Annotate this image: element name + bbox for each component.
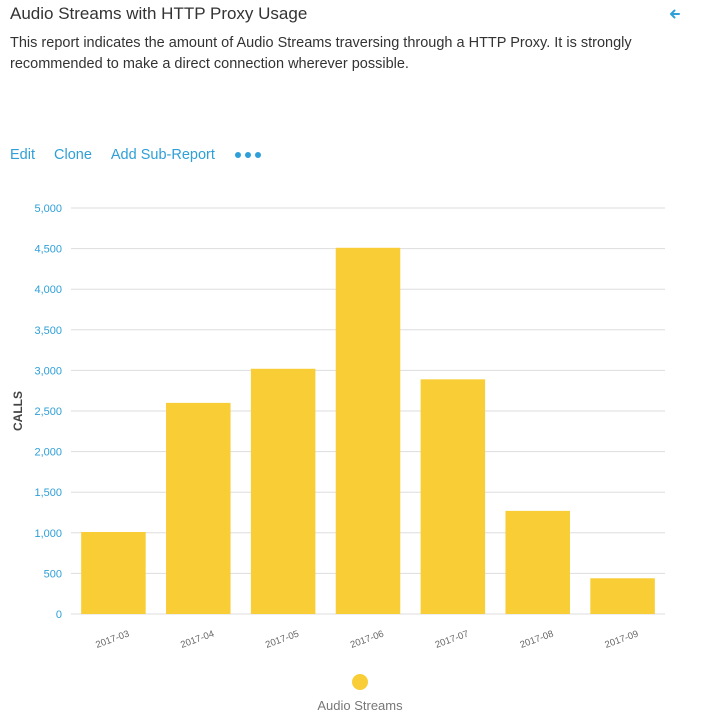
y-axis-label: CALLS — [11, 391, 25, 431]
y-tick-label: 2,000 — [34, 447, 62, 459]
bar — [335, 247, 401, 614]
legend-marker — [352, 674, 368, 690]
y-tick-label: 4,000 — [34, 284, 62, 296]
arrow-left-icon[interactable] — [668, 6, 682, 22]
y-tick-label: 4,500 — [34, 244, 62, 256]
x-tick-label: 2017-04 — [179, 629, 216, 651]
bar — [166, 402, 231, 614]
y-tick-label: 5,000 — [34, 203, 62, 215]
y-tick-label: 500 — [44, 568, 62, 580]
clone-button[interactable]: Clone — [54, 147, 92, 163]
y-tick-label: 0 — [56, 609, 62, 621]
bar — [590, 578, 655, 614]
legend-label: Audio Streams — [317, 698, 403, 713]
x-tick-label: 2017-08 — [519, 629, 556, 651]
more-dots-icon[interactable] — [234, 148, 261, 162]
bar — [420, 379, 486, 614]
x-tick-label: 2017-09 — [603, 629, 640, 651]
bar — [81, 531, 146, 614]
x-tick-label: 2017-03 — [94, 629, 131, 651]
y-tick-label: 3,500 — [34, 325, 62, 337]
add-sub-report-button[interactable]: Add Sub-Report — [110, 147, 215, 163]
y-tick-label: 1,500 — [34, 487, 62, 499]
x-tick-label: 2017-05 — [264, 629, 301, 651]
bar — [250, 368, 316, 614]
x-tick-label: 2017-06 — [349, 629, 386, 651]
y-tick-label: 2,500 — [34, 406, 62, 418]
edit-button[interactable]: Edit — [10, 147, 35, 163]
bar — [505, 510, 570, 614]
report-title: Audio Streams with HTTP Proxy Usage — [10, 4, 308, 23]
report-actions: Edit Clone Add Sub-Report — [10, 147, 261, 163]
report-description: This report indicates the amount of Audi… — [10, 35, 632, 72]
x-tick-label: 2017-07 — [434, 629, 471, 651]
y-tick-label: 3,000 — [34, 365, 62, 377]
y-tick-label: 1,000 — [34, 528, 62, 540]
